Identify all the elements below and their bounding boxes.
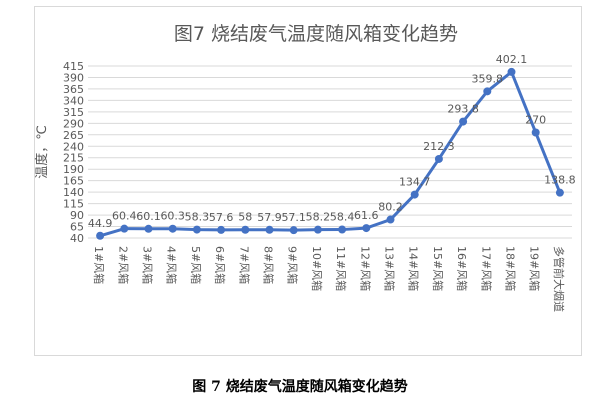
data-point xyxy=(168,224,177,233)
series-line xyxy=(99,70,562,238)
x-tick-label: 多管前大烟道 xyxy=(552,246,566,312)
y-tick-label: 190 xyxy=(63,163,84,176)
data-point xyxy=(192,225,201,234)
y-tick-label: 415 xyxy=(63,60,84,73)
data-point xyxy=(507,67,516,76)
y-tick-label: 140 xyxy=(63,186,84,199)
x-tick-label: 9#风箱 xyxy=(286,246,300,284)
data-label: 60.1 xyxy=(136,210,161,223)
y-tick-label: 340 xyxy=(63,94,84,107)
data-label: 293.8 xyxy=(447,103,479,116)
data-point xyxy=(144,224,153,233)
data-point xyxy=(386,215,395,224)
data-label: 58.4 xyxy=(330,211,355,224)
data-label: 57.1 xyxy=(281,211,306,224)
x-tick-label: 2#风箱 xyxy=(116,246,130,284)
data-point xyxy=(434,154,443,163)
y-tick-label: 240 xyxy=(63,140,84,153)
data-label: 61.6 xyxy=(354,209,379,222)
x-tick-label: 8#风箱 xyxy=(262,246,276,284)
y-tick-label: 90 xyxy=(70,209,84,222)
data-point xyxy=(265,225,274,234)
data-label: 57.9 xyxy=(257,211,282,224)
x-tick-label: 14#风箱 xyxy=(407,246,421,291)
y-tick-label: 65 xyxy=(70,221,84,234)
x-tick-label: 15#风箱 xyxy=(431,246,445,291)
x-tick-label: 3#风箱 xyxy=(141,246,155,284)
y-tick-label: 215 xyxy=(63,152,84,165)
y-tick-label: 290 xyxy=(63,117,84,130)
figure-caption: 图 7 烧结废气温度随风箱变化趋势 xyxy=(192,379,408,395)
y-tick-label: 315 xyxy=(63,106,84,119)
x-tick-label: 5#风箱 xyxy=(189,246,203,284)
x-tick-label: 12#风箱 xyxy=(358,246,372,291)
data-point xyxy=(120,224,129,233)
y-axis-label: 温度，℃ xyxy=(34,125,50,179)
data-label: 359.8 xyxy=(472,72,504,85)
data-label: 270 xyxy=(525,114,546,127)
data-label: 80.2 xyxy=(378,201,403,214)
data-point xyxy=(217,225,226,234)
data-label: 402.1 xyxy=(496,53,528,66)
data-label: 58.3 xyxy=(185,211,210,224)
data-point xyxy=(241,225,250,234)
data-point xyxy=(96,231,105,240)
data-point xyxy=(459,117,468,126)
data-label: 138.8 xyxy=(544,174,576,187)
x-tick-label: 17#风箱 xyxy=(479,246,493,291)
x-tick-label: 19#风箱 xyxy=(528,246,542,291)
y-tick-label: 40 xyxy=(70,232,84,245)
data-label: 58.2 xyxy=(306,211,331,224)
x-tick-label: 16#风箱 xyxy=(455,246,469,291)
data-point xyxy=(362,224,371,233)
data-label: 60.4 xyxy=(112,210,137,223)
data-point xyxy=(289,226,298,235)
data-point xyxy=(483,87,492,96)
data-point xyxy=(410,190,419,199)
data-point xyxy=(531,128,540,137)
data-point xyxy=(555,188,564,197)
data-label: 60.3 xyxy=(160,210,185,223)
data-label: 212.3 xyxy=(423,140,455,153)
y-tick-label: 115 xyxy=(63,198,84,211)
chart-title: 图7 烧结废气温度随风箱变化趋势 xyxy=(174,23,458,45)
x-tick-label: 13#风箱 xyxy=(383,246,397,291)
x-tick-label: 7#风箱 xyxy=(237,246,251,284)
x-tick-label: 18#风箱 xyxy=(504,246,518,291)
y-tick-label: 265 xyxy=(63,129,84,142)
data-label: 57.6 xyxy=(209,211,234,224)
x-tick-label: 6#风箱 xyxy=(213,246,227,284)
x-tick-label: 11#风箱 xyxy=(334,246,348,291)
y-tick-label: 365 xyxy=(63,83,84,96)
x-tick-label: 10#风箱 xyxy=(310,246,324,291)
x-tick-label: 1#风箱 xyxy=(92,246,106,284)
data-label: 44.9 xyxy=(88,217,113,230)
y-tick-label: 390 xyxy=(63,71,84,84)
data-point xyxy=(313,225,322,234)
data-point xyxy=(338,225,347,234)
x-tick-label: 4#风箱 xyxy=(165,246,179,284)
data-label: 58 xyxy=(238,211,252,224)
data-label: 134.7 xyxy=(399,176,431,189)
y-tick-label: 165 xyxy=(63,175,84,188)
